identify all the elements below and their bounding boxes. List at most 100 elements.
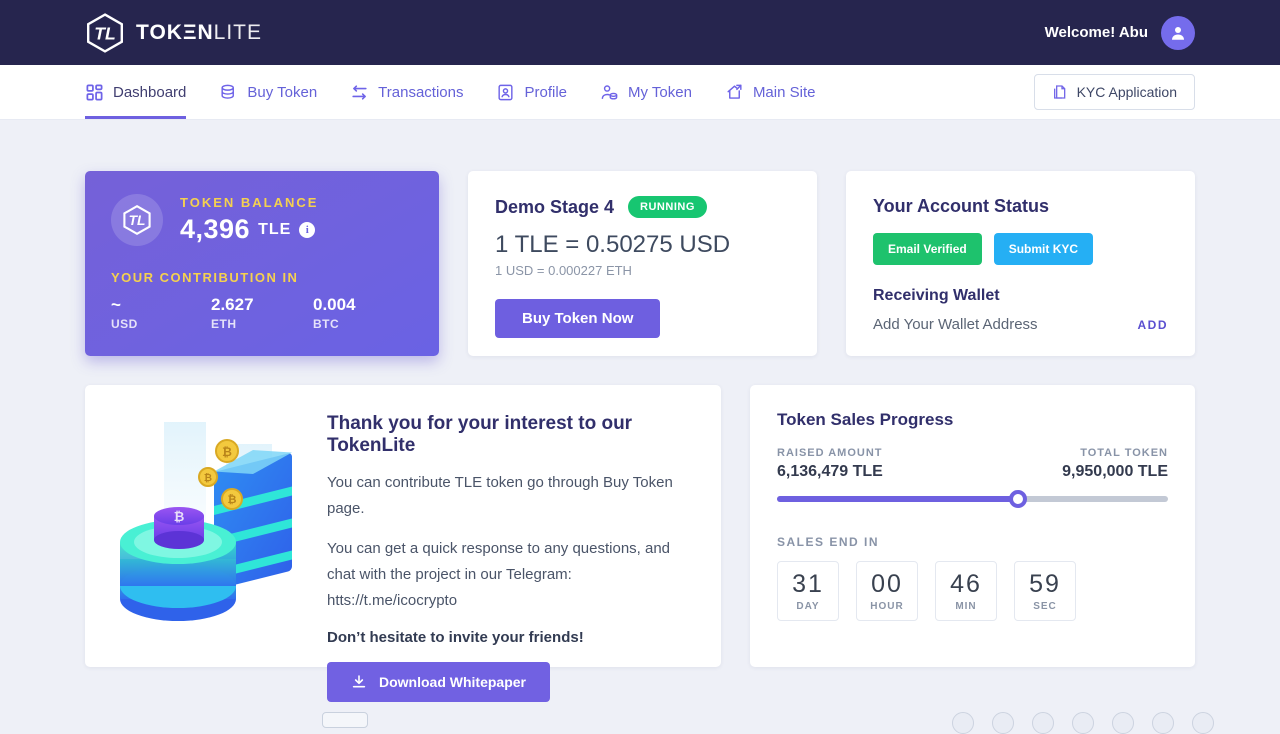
topbar: TL TOKΞNLITE Welcome! Abu <box>0 0 1280 65</box>
contribution-value: ~ <box>111 295 121 314</box>
countdown-unit: MIN <box>955 601 977 612</box>
main-content: TL TOKEN BALANCE 4,396 TLE i YOUR CONTRI… <box>0 120 1280 703</box>
contribution-currency: USD <box>111 317 138 331</box>
total-token-label: TOTAL TOKEN <box>1080 447 1168 459</box>
bottom-cards-row: ₿ ₿ ₿ ₿ Thank you for your interest to o… <box>85 385 1195 703</box>
nav-item-buy-token[interactable]: Buy Token <box>219 65 317 119</box>
contribution-currency: ETH <box>211 317 237 331</box>
svg-text:TL: TL <box>94 23 116 43</box>
balance-amount: 4,396 <box>180 214 251 244</box>
raised-amount-value: 6,136,479 TLE <box>777 463 883 480</box>
tokenlite-badge-icon: TL <box>123 205 151 235</box>
submit-kyc-button[interactable]: Submit KYC <box>993 233 1094 265</box>
nav-item-profile[interactable]: Profile <box>496 65 567 119</box>
illustration-wrap: ₿ ₿ ₿ ₿ <box>103 413 313 639</box>
nav-item-main-site[interactable]: Main Site <box>725 65 816 119</box>
total-token-value: 9,950,000 TLE <box>1062 463 1168 480</box>
countdown-day: 31 DAY <box>777 561 839 621</box>
nav-item-my-token[interactable]: My Token <box>600 65 692 119</box>
top-cards-row: TL TOKEN BALANCE 4,396 TLE i YOUR CONTRI… <box>85 171 1195 356</box>
buy-token-now-button[interactable]: Buy Token Now <box>495 299 661 338</box>
social-icon-partial[interactable] <box>1032 712 1054 734</box>
contribution-btc: 0.004 BTC <box>313 295 413 331</box>
info-icon[interactable]: i <box>299 221 316 238</box>
social-icon-partial[interactable] <box>1192 712 1214 734</box>
token-balance-card: TL TOKEN BALANCE 4,396 TLE i YOUR CONTRI… <box>85 171 439 356</box>
nav-item-label: Main Site <box>752 83 816 101</box>
document-icon <box>1053 85 1065 99</box>
countdown-min: 46 MIN <box>935 561 997 621</box>
wallet-row: Add Your Wallet Address ADD <box>873 316 1168 333</box>
user-coins-icon <box>601 84 618 100</box>
progress-knob <box>1009 490 1028 508</box>
social-icon-partial[interactable] <box>1072 712 1094 734</box>
svg-text:₿: ₿ <box>227 493 236 506</box>
thankyou-paragraph-2: You can get a quick response to any ques… <box>327 539 671 610</box>
social-icon-partial[interactable] <box>1112 712 1134 734</box>
total-token-block: TOTAL TOKEN 9,950,000 TLE <box>1062 447 1168 481</box>
countdown-value: 46 <box>950 570 982 598</box>
balance-symbol: TLE <box>258 220 292 238</box>
grid-icon <box>86 84 103 100</box>
kyc-application-button[interactable]: KYC Application <box>1033 74 1195 110</box>
contribution-title: YOUR CONTRIBUTION IN <box>111 270 299 285</box>
stage-title: Demo Stage 4 <box>495 196 615 217</box>
progress-title: Token Sales Progress <box>777 410 954 429</box>
brand-text: TOKΞNLITE <box>136 21 262 45</box>
avatar[interactable] <box>1161 15 1195 50</box>
raised-amount-label: RAISED AMOUNT <box>777 447 883 459</box>
contribution-eth: 2.627 ETH <box>211 295 313 331</box>
nav-item-transactions[interactable]: Transactions <box>350 65 463 119</box>
coins-illustration: ₿ ₿ ₿ ₿ <box>119 421 292 621</box>
receiving-wallet-title: Receiving Wallet <box>873 287 1000 304</box>
kyc-button-label: KYC Application <box>1076 84 1177 100</box>
svg-text:₿: ₿ <box>173 510 184 525</box>
nav-item-dashboard[interactable]: Dashboard <box>85 65 187 119</box>
contribution-currency: BTC <box>313 317 340 331</box>
running-status-badge: RUNNING <box>628 196 707 218</box>
brand[interactable]: TL TOKΞNLITE <box>85 12 262 53</box>
add-wallet-link[interactable]: ADD <box>1137 317 1168 332</box>
raised-amount-block: RAISED AMOUNT 6,136,479 TLE <box>777 447 883 481</box>
coins-icon <box>221 84 235 99</box>
progress-labels: RAISED AMOUNT 6,136,479 TLE TOTAL TOKEN … <box>777 447 1168 481</box>
countdown-value: 31 <box>792 570 824 598</box>
countdown-row: 31 DAY 00 HOUR 46 MIN 59 SEC <box>777 561 1168 621</box>
sales-end-label: SALES END IN <box>777 535 880 549</box>
navbar: Dashboard Buy Token Transactions Profile <box>0 65 1280 120</box>
invite-line: Don’t hesitate to invite your friends! <box>327 629 584 647</box>
svg-text:₿: ₿ <box>222 445 232 459</box>
social-icon-partial[interactable] <box>952 712 974 734</box>
thankyou-body: Thank you for your interest to our Token… <box>313 413 691 703</box>
countdown-unit: HOUR <box>870 601 904 612</box>
balance-texts: TOKEN BALANCE 4,396 TLE i <box>180 195 318 245</box>
download-whitepaper-button[interactable]: Download Whitepaper <box>327 662 550 703</box>
usd-eth-rate: 1 USD = 0.000227 ETH <box>495 263 632 278</box>
tokenlite-logo-icon: TL <box>87 12 123 53</box>
sale-stage-card: Demo Stage 4 RUNNING 1 TLE = 0.50275 USD… <box>468 171 817 356</box>
social-icon-partial[interactable] <box>1152 712 1174 734</box>
language-selector-partial[interactable] <box>322 712 368 728</box>
account-status-card: Your Account Status Email Verified Submi… <box>846 171 1195 356</box>
countdown-unit: DAY <box>796 601 820 612</box>
token-rate: 1 TLE = 0.50275 USD <box>495 231 731 258</box>
welcome-text: Welcome! Abu <box>1044 24 1148 41</box>
nav-items: Dashboard Buy Token Transactions Profile <box>85 65 848 119</box>
countdown-value: 00 <box>871 570 903 598</box>
countdown-unit: SEC <box>1033 601 1057 612</box>
brand-text-primary: TOKΞN <box>136 20 214 44</box>
user-icon <box>1172 26 1184 40</box>
nav-item-label: Buy Token <box>247 83 318 101</box>
svg-text:TL: TL <box>129 213 146 228</box>
contribution-row: ~ USD 2.627 ETH 0.004 BTC <box>111 295 413 331</box>
email-verified-badge: Email Verified <box>873 233 982 265</box>
contribution-value: 2.627 <box>211 295 254 314</box>
countdown-sec: 59 SEC <box>1014 561 1076 621</box>
nav-item-label: Transactions <box>378 83 464 101</box>
balance-amount-row: 4,396 TLE i <box>180 214 318 245</box>
contribution-value: 0.004 <box>313 295 356 314</box>
download-button-label: Download Whitepaper <box>379 674 526 691</box>
social-icon-partial[interactable] <box>992 712 1014 734</box>
nav-item-label: My Token <box>628 83 692 101</box>
thankyou-paragraph-1: You can contribute TLE token go through … <box>327 474 673 518</box>
